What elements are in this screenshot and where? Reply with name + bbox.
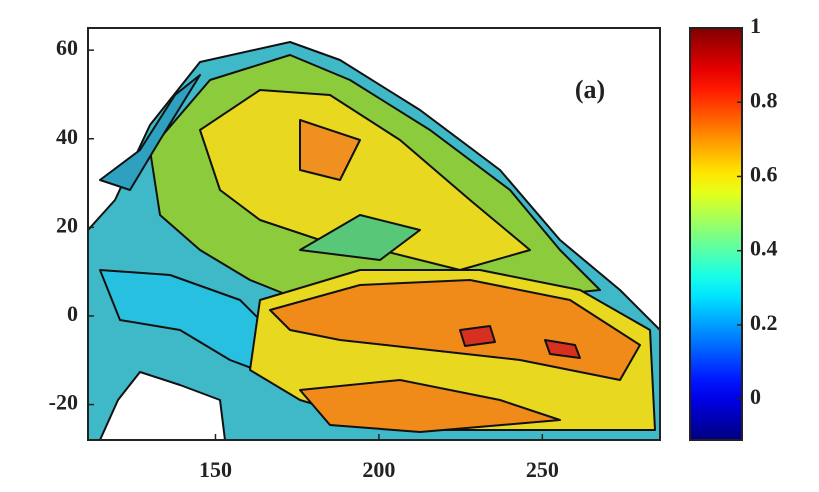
colorbar-tick-label: 0.2 [750,310,778,335]
y-tick-label: 40 [56,124,78,149]
x-tick-label: 200 [362,457,395,482]
annotation: (a) [575,75,605,104]
x-tick-label: 150 [199,457,232,482]
y-tick-label: 0 [67,301,78,326]
colorbar [689,27,743,441]
colorbar-tick-label: 0.4 [750,236,778,261]
colorbar-tick-label: 0 [750,384,761,409]
colorbar-tick-label: 1 [750,13,761,38]
contour-field [87,41,661,441]
y-tick-label: 60 [56,35,78,60]
colorbar-tick-label: 0.8 [750,87,778,112]
plot-frame [87,27,661,441]
y-tick-label: -20 [49,390,78,415]
x-tick-label: 250 [526,457,559,482]
colorbar-tick-label: 0.6 [750,162,778,187]
y-tick-label: 20 [56,212,78,237]
